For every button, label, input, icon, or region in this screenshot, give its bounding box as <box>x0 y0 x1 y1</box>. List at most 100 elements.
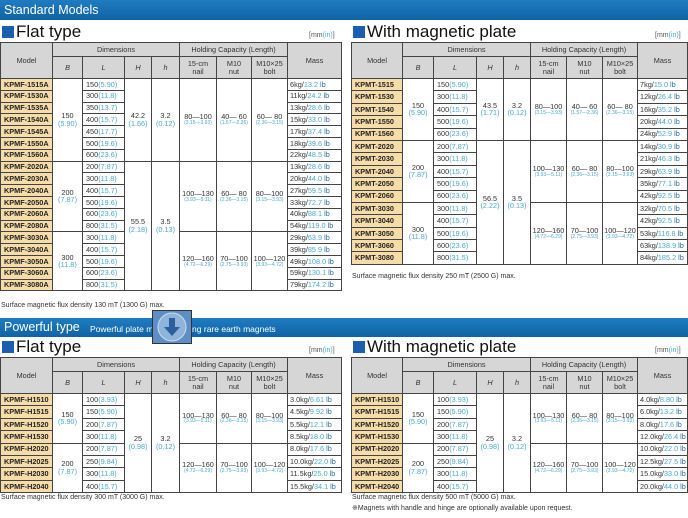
b-inch: (5.90) <box>57 118 78 128</box>
b-cell: 200 (7.87) <box>52 160 83 233</box>
l-cell: 150(5.90) <box>82 78 125 91</box>
mass-lb: 77.1 <box>657 178 673 188</box>
h-inch: (0.12) <box>507 442 527 452</box>
l-value: 300 <box>437 469 450 479</box>
header-dimensions: Dimensions <box>52 357 180 372</box>
mass-kg: 3.0kg/ <box>290 394 310 404</box>
bolt-value: 100—120 <box>604 225 636 235</box>
header-model: Model <box>0 42 53 79</box>
nail-cell: 120—160 (4.72—6.29) <box>530 201 567 265</box>
b-inch: (11.8) <box>58 260 77 270</box>
header-H: H <box>124 56 152 79</box>
mass-kg: 6.0kg/ <box>640 407 660 417</box>
bolt-inch: (2.36—3.15) <box>255 119 284 126</box>
arrow-down-circle-icon <box>157 312 187 342</box>
spec-table: Model Dimensions Holding Capacity (Length)… <box>0 42 343 292</box>
l-cell: 600(23.6) <box>82 148 125 162</box>
model-cell: KPMT-H1510 <box>351 392 403 407</box>
nail-value: 100—130 <box>182 189 214 199</box>
model-cell: KPMF-H2020 <box>0 442 53 456</box>
nut-inch: (2.75—3.93) <box>220 261 248 268</box>
mass-lb-unit: lb <box>324 232 330 242</box>
mass-lb-unit: lb <box>324 244 330 254</box>
b-cell: 150 (5.90) <box>402 393 434 444</box>
spec-table: Model Dimensions Holding Capacity (Length)… <box>351 357 688 494</box>
nail-inch: (3.93—5.11) <box>534 171 563 178</box>
l-value: 400 <box>86 244 99 254</box>
nut-value: 60— 80 <box>571 410 598 420</box>
l-value: 200 <box>86 419 99 429</box>
l-inch: (11.8) <box>449 154 468 164</box>
scroll-down-button[interactable] <box>152 310 192 344</box>
l-cell: 400(15.7) <box>82 113 125 127</box>
mass-lb-unit: lb <box>326 407 332 417</box>
l-inch: (19.6) <box>449 117 469 127</box>
nail-value: 80—100 <box>184 112 212 122</box>
table-row: KPMF-1535A 350(13.7) 13kg/28.6 lb <box>0 101 343 115</box>
b-value: 200 <box>61 187 74 197</box>
l-value: 300 <box>86 232 99 242</box>
unit-mm: [mm <box>309 347 323 354</box>
mass-kg: 59kg/ <box>290 268 308 278</box>
l-inch: (9.84) <box>449 456 469 466</box>
h-value: 3.5 <box>160 217 171 227</box>
mass-lb-unit: lb <box>324 185 330 195</box>
mass-lb-unit: lb <box>326 444 332 454</box>
b-inch: (7.87) <box>57 466 78 476</box>
H-inch: (0.98) <box>128 442 148 452</box>
mass-cell: 14kg/30.9 lb <box>637 139 688 154</box>
l-inch: (17.7) <box>98 126 118 136</box>
mass-lb: 13.2 <box>303 79 319 89</box>
model-cell: KPMF-H1515 <box>0 405 53 419</box>
nut-inch: (2.36—3.15) <box>220 196 248 203</box>
unit-label: [mm(in)] <box>655 347 681 354</box>
section-title-text: Flat type <box>16 337 82 356</box>
l-inch: (15.7) <box>449 166 469 176</box>
b-value: 200 <box>61 459 74 469</box>
nut-cell: 70—100 (2.75—3.93) <box>566 442 603 494</box>
mass-lb: 26.4 <box>663 432 679 442</box>
header-L: L <box>82 56 125 79</box>
l-value: 400 <box>86 185 99 195</box>
mass-lb: 185.2 <box>657 253 677 263</box>
mass-cell: 21kg/46.3 lb <box>637 152 688 166</box>
header-H: H <box>476 371 504 394</box>
H-value: 55.5 <box>130 217 146 227</box>
header-holding-capacity: Holding Capacity (Length) <box>529 357 639 372</box>
model-cell: KPMF-1545A <box>0 125 53 138</box>
l-cell: 600(23.6) <box>433 239 477 253</box>
mass-kg: 15.5kg/ <box>290 481 314 491</box>
mass-cell: 5.5kg/12.1 lb <box>287 417 343 432</box>
header-nail: 15-cm nail <box>179 56 217 79</box>
l-value: 800 <box>437 253 450 263</box>
l-value: 300 <box>437 154 450 164</box>
mass-kg: 10.0kg/ <box>640 444 664 454</box>
header-h: h <box>503 371 531 394</box>
nut-cell: 40— 60 (1.57—2.36) <box>566 78 603 141</box>
table-row: KPMF-1515A 150 (5.90) 150(5.90) 42.2 (1.66) 3.… <box>0 78 343 162</box>
h-cell: 3.2 (0.12) <box>503 392 531 494</box>
l-inch: (19.6) <box>98 138 118 148</box>
l-inch: (19.6) <box>98 256 118 266</box>
l-inch: (7.87) <box>449 141 469 151</box>
l-value: 150 <box>86 79 99 89</box>
l-inch: (11.8) <box>98 232 117 242</box>
model-cell: KPMT-H1520 <box>351 417 403 432</box>
nail-inch: (3.15—3.93) <box>184 119 212 126</box>
mass-kg: 10.0kg/ <box>290 456 314 466</box>
l-cell: 500(19.6) <box>433 226 477 241</box>
mass-cell: 16kg/35.2 lb <box>637 102 688 117</box>
H-inch: (2.18) <box>128 224 148 234</box>
mass-kg: 20kg/ <box>640 117 658 127</box>
flux-density-note: Surface magnetic flux density 130 mT (13… <box>1 302 165 309</box>
l-inch: (15.7) <box>98 185 118 195</box>
mass-cell: 39kg/85.9 lb <box>287 243 343 256</box>
mass-lb: 63.9 <box>307 232 323 242</box>
mass-lb-unit: lb <box>674 92 680 102</box>
bolt-inch: (3.93—4.72) <box>255 261 284 268</box>
header-mass: Mass <box>637 42 688 79</box>
l-value: 400 <box>437 104 450 114</box>
section-title-text: With magnetic plate <box>367 22 517 41</box>
b-inch: (7.87) <box>408 170 428 180</box>
header-B: B <box>402 371 434 394</box>
